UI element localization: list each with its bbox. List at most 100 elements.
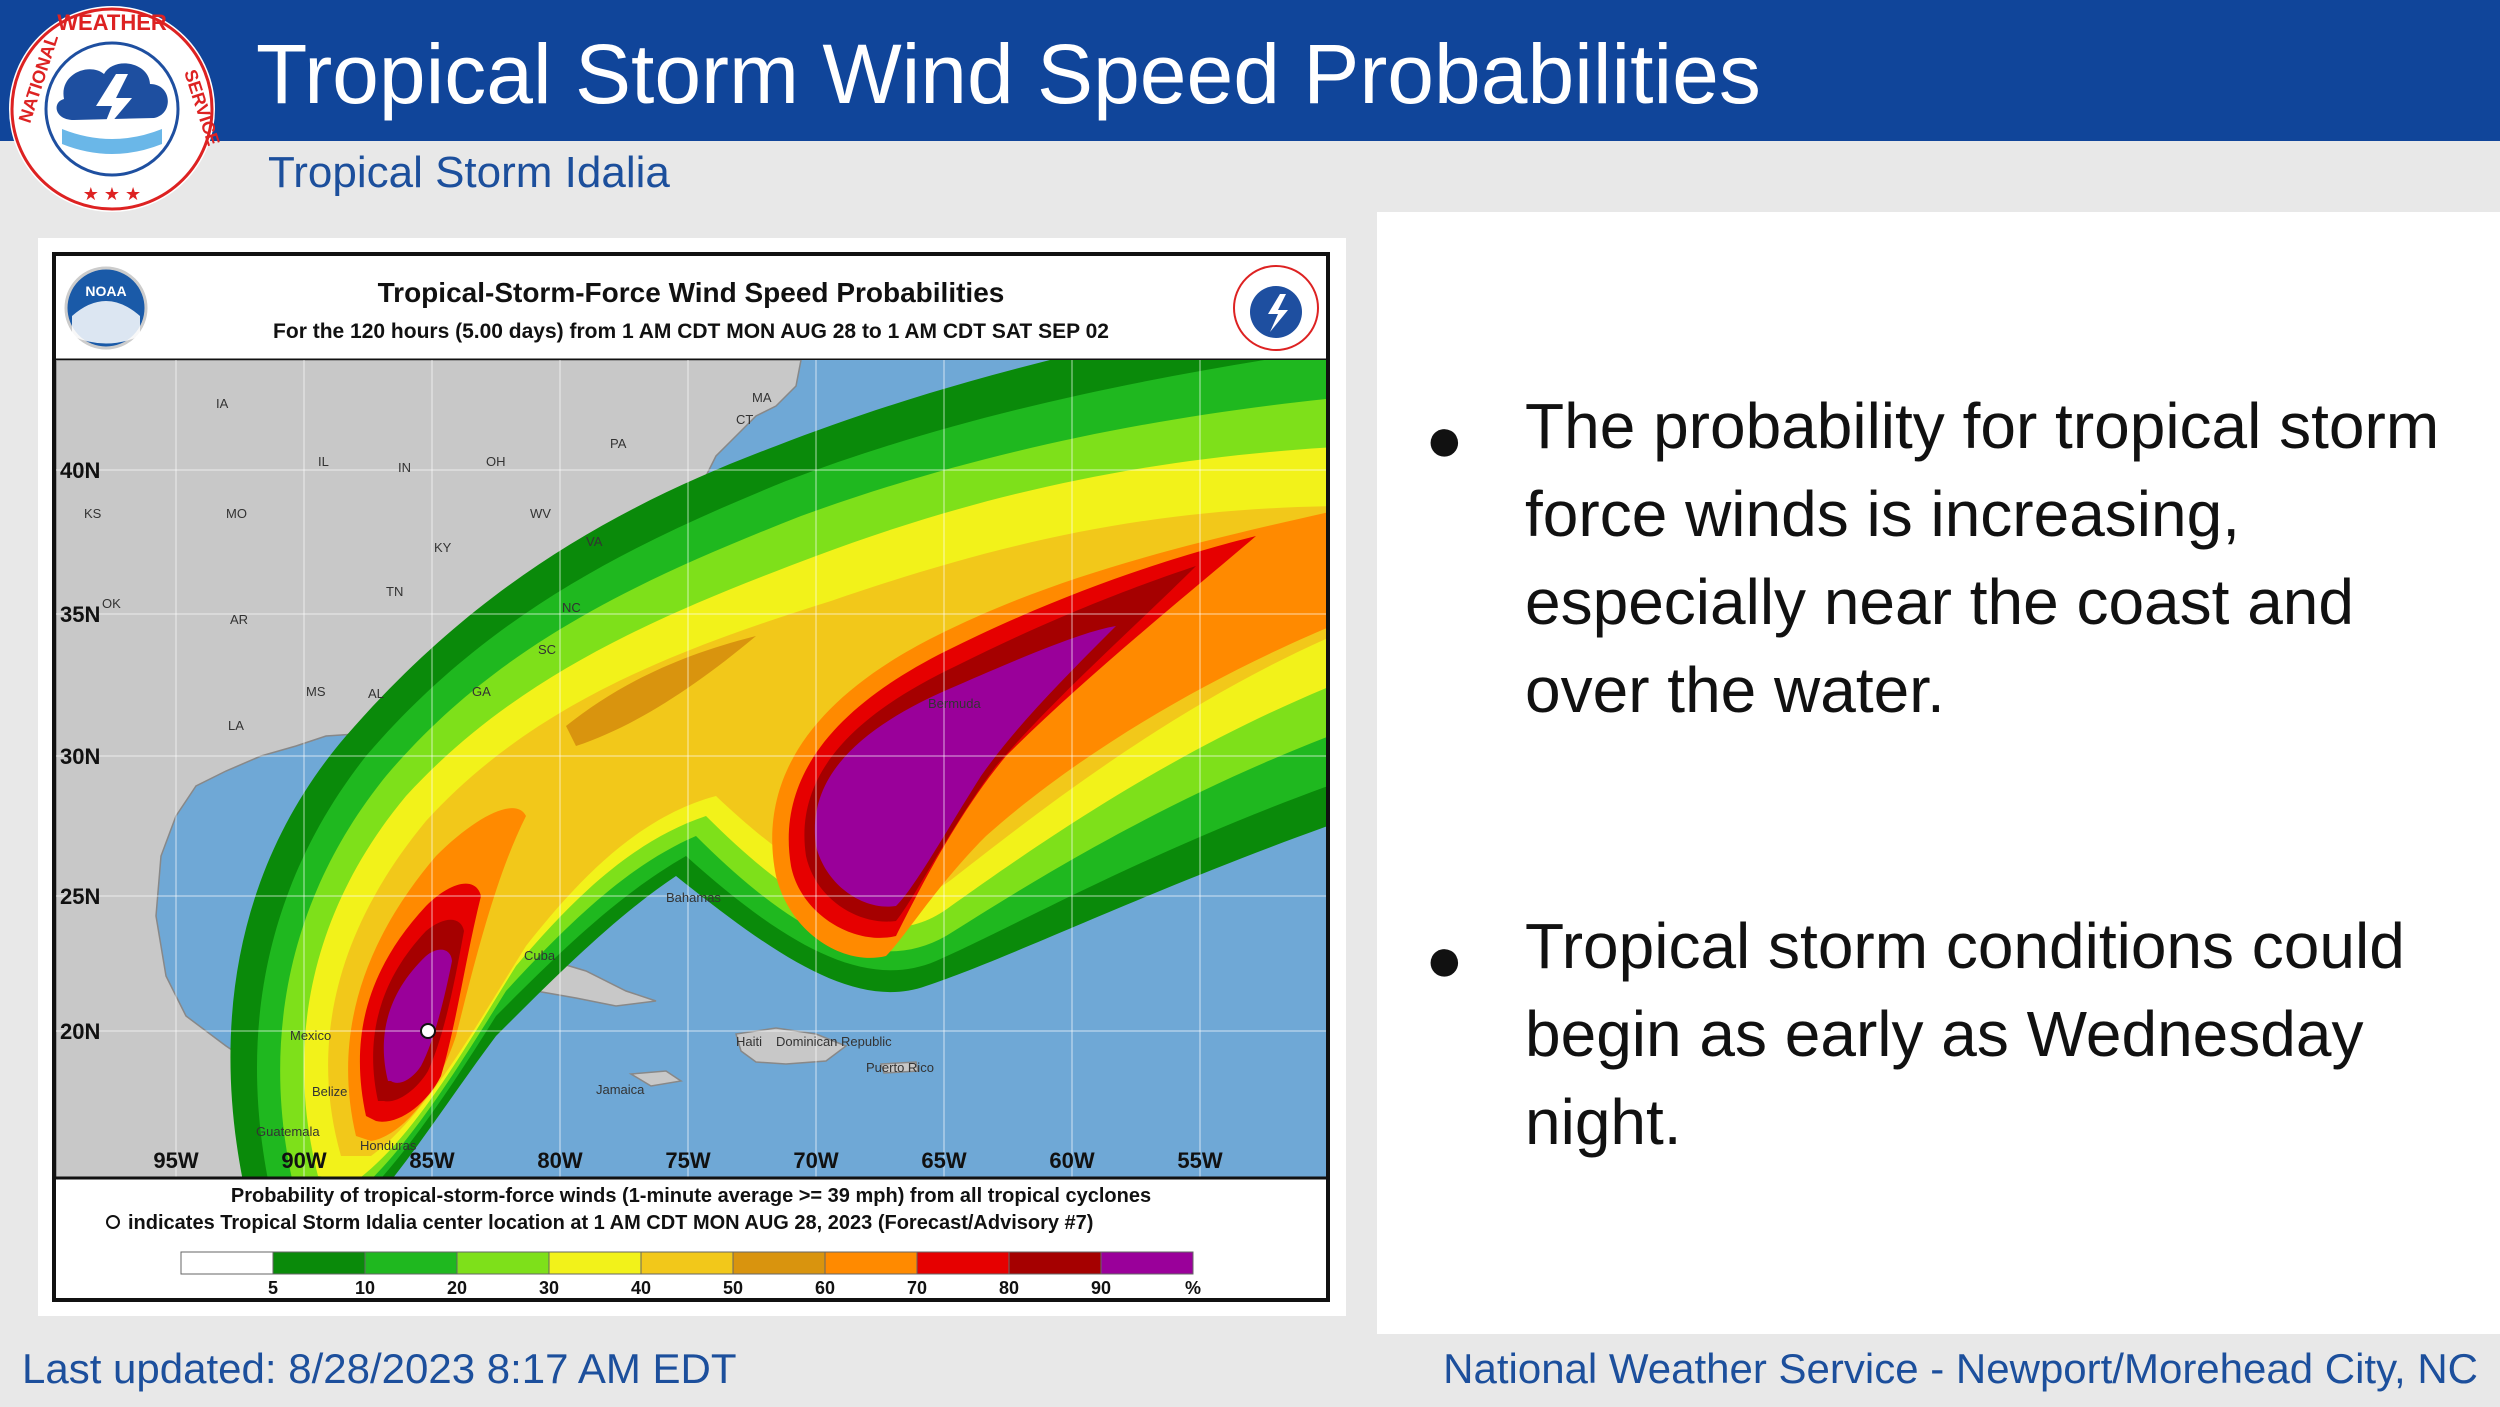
- legend-label: 50: [723, 1278, 743, 1298]
- legend-swatch: [640, 1251, 734, 1275]
- legend-label: 80: [999, 1278, 1019, 1298]
- bullet-text-1: The probability for tropical storm force…: [1525, 390, 2440, 726]
- svg-text:NOAA: NOAA: [85, 283, 126, 299]
- place-label: PA: [610, 436, 627, 451]
- legend-swatch: [1100, 1251, 1194, 1275]
- place-label: Mexico: [290, 1028, 331, 1043]
- lon-label: 90W: [281, 1148, 326, 1173]
- map-period: For the 120 hours (5.00 days) from 1 AM …: [273, 320, 1109, 343]
- legend-label: 70: [907, 1278, 927, 1298]
- last-updated: Last updated: 8/28/2023 8:17 AM EDT: [22, 1345, 737, 1392]
- legend-label: 30: [539, 1278, 559, 1298]
- legend-label: 40: [631, 1278, 651, 1298]
- place-label: Belize: [312, 1084, 347, 1099]
- place-label: TN: [386, 584, 403, 599]
- land-hispaniola: [735, 1027, 848, 1065]
- place-label: GA: [472, 684, 491, 699]
- place-label: Dominican Republic: [776, 1034, 892, 1049]
- legend-swatch: [180, 1251, 274, 1275]
- map-title: Tropical-Storm-Force Wind Speed Probabil…: [378, 277, 1005, 308]
- lat-label: 25N: [60, 884, 100, 909]
- svg-text:★ ★ ★: ★ ★ ★: [83, 184, 141, 204]
- probability-map: NOAA Tropical-Storm-Force Wind Speed Pro…: [56, 256, 1326, 1298]
- lat-label: 20N: [60, 1019, 100, 1044]
- bullet-panel: [1377, 212, 2500, 1334]
- lon-label: 80W: [537, 1148, 582, 1173]
- place-label: VA: [586, 534, 603, 549]
- page-subtitle: Tropical Storm Idalia: [268, 148, 670, 197]
- place-label: Honduras: [360, 1138, 417, 1153]
- legend-label: %: [1185, 1278, 1201, 1298]
- place-label: LA: [228, 718, 244, 733]
- place-label: NC: [562, 600, 581, 615]
- place-label: MS: [306, 684, 326, 699]
- probability-swath-idalia: [230, 360, 1326, 1178]
- place-label: KY: [434, 540, 452, 555]
- page-title: Tropical Storm Wind Speed Probabilities: [256, 27, 1761, 121]
- nws-small-logo: [1233, 265, 1319, 351]
- place-label: IL: [318, 454, 329, 469]
- place-label: Cuba: [524, 948, 556, 963]
- place-label: OH: [486, 454, 506, 469]
- lon-label: 70W: [793, 1148, 838, 1173]
- lon-label: 85W: [409, 1148, 454, 1173]
- lon-label: 55W: [1177, 1148, 1222, 1173]
- legend-label: 5: [268, 1278, 278, 1298]
- storm-center-legend-icon: [106, 1215, 120, 1229]
- place-label: WV: [530, 506, 551, 521]
- place-label: MA: [752, 390, 772, 405]
- lon-label: 75W: [665, 1148, 710, 1173]
- map-footnote-2: indicates Tropical Storm Idalia center l…: [128, 1212, 1093, 1234]
- place-label: Puerto Rico: [866, 1060, 934, 1075]
- longitude-labels: 95W 90W 85W 80W 75W 70W 65W 60W 55W: [153, 1148, 1222, 1173]
- bullet-dot: ●: [1425, 923, 1464, 995]
- legend-label: 20: [447, 1278, 467, 1298]
- place-label: AL: [368, 686, 384, 701]
- place-label: SC: [538, 642, 556, 657]
- noaa-logo: NOAA: [64, 266, 148, 350]
- place-label: Bahamas: [666, 890, 721, 905]
- land-puerto-rico: [879, 1061, 919, 1074]
- probability-legend: 5 10 20 30 40 50 60 70 80 90%: [180, 1251, 1201, 1298]
- legend-swatch: [732, 1251, 826, 1275]
- place-label: AR: [230, 612, 248, 627]
- place-label: KS: [84, 506, 102, 521]
- place-label: IA: [216, 396, 229, 411]
- legend-swatch: [916, 1251, 1010, 1275]
- legend-swatch: [456, 1251, 550, 1275]
- place-label: OK: [102, 596, 121, 611]
- place-label: IN: [398, 460, 411, 475]
- office-name: National Weather Service - Newport/Moreh…: [1443, 1345, 2478, 1392]
- legend-swatch: [1008, 1251, 1102, 1275]
- lat-label: 35N: [60, 602, 100, 627]
- lat-label: 40N: [60, 458, 100, 483]
- place-label: Bermuda: [928, 696, 982, 711]
- latitude-labels: 40N 35N 30N 25N 20N: [60, 458, 100, 1044]
- legend-label: 10: [355, 1278, 375, 1298]
- lon-label: 95W: [153, 1148, 198, 1173]
- legend-swatch: [548, 1251, 642, 1275]
- map-footnote-1: Probability of tropical-storm-force wind…: [231, 1185, 1151, 1207]
- bullet-dot: ●: [1425, 403, 1464, 475]
- place-label: Guatemala: [256, 1124, 320, 1139]
- nws-logo: WEATHER NATIONAL SERVICE ★ ★ ★: [9, 6, 220, 212]
- land-jamaica: [628, 1070, 683, 1087]
- place-label: CT: [736, 412, 753, 427]
- bullet-text-2: Tropical storm conditions could begin as…: [1525, 910, 2405, 1158]
- lat-label: 30N: [60, 744, 100, 769]
- legend-swatch: [272, 1251, 366, 1275]
- place-label: MO: [226, 506, 247, 521]
- graticule: [56, 360, 1326, 1178]
- legend-label: 90: [1091, 1278, 1111, 1298]
- place-labels: IA IL IN OH PA MA CT KS MO WV VA KY OK A…: [84, 390, 982, 1153]
- lon-label: 60W: [1049, 1148, 1094, 1173]
- header-bar: [0, 0, 2500, 141]
- legend-swatch: [824, 1251, 918, 1275]
- storm-center-marker: [420, 1023, 436, 1039]
- place-label: Haiti: [736, 1034, 762, 1049]
- legend-swatch: [364, 1251, 458, 1275]
- lon-label: 65W: [921, 1148, 966, 1173]
- subheader-bar: [0, 141, 2500, 212]
- svg-text:WEATHER: WEATHER: [57, 10, 167, 35]
- place-label: Jamaica: [596, 1082, 645, 1097]
